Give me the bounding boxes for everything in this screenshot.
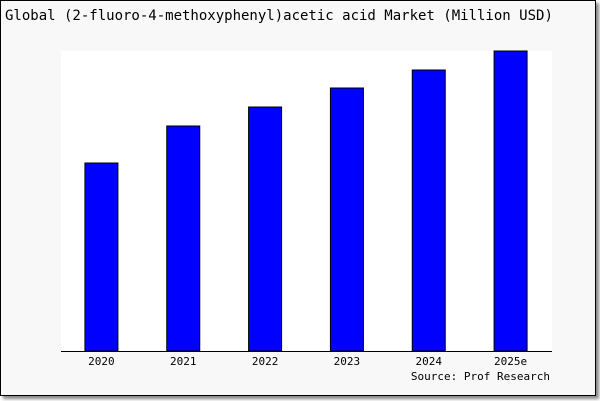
x-tick-label: 2022 [252,355,279,368]
bar-2022 [248,106,283,352]
x-tick-label: 2024 [416,355,443,368]
bar-2025e [493,50,528,352]
bar-2020 [84,162,119,352]
x-tick-label: 2021 [170,355,197,368]
bar-2021 [166,125,201,352]
x-tick-label: 2023 [334,355,361,368]
plot-area [61,51,552,351]
chart-title: Global (2-fluoro-4-methoxyphenyl)acetic … [5,8,553,24]
x-tick-label: 2025e [494,355,527,368]
bar-2023 [329,87,364,352]
bar-2024 [411,69,446,352]
x-tick-label: 2020 [88,355,115,368]
source-label: Source: Prof Research [411,370,550,383]
